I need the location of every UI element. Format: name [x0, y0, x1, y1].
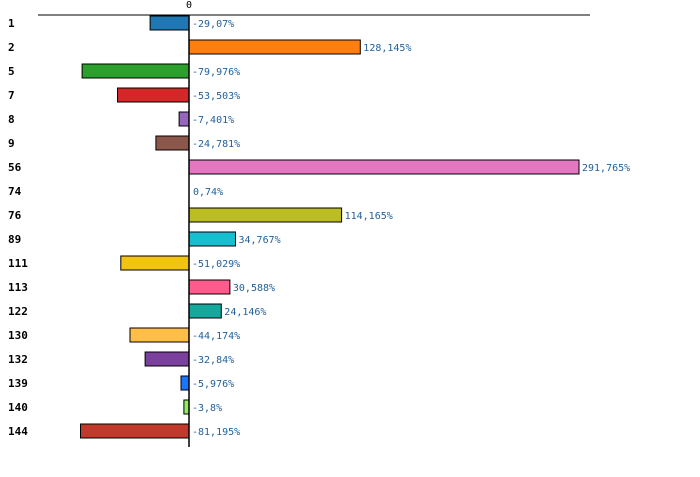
bar-2 [188, 39, 361, 55]
bar-1 [149, 15, 190, 31]
value-label: -53,503% [192, 91, 240, 102]
category-label: 130 [8, 329, 28, 342]
category-label: 89 [8, 233, 21, 246]
value-label: -81,195% [192, 427, 240, 438]
tick-label-0: 0 [186, 0, 192, 11]
value-label: -79,976% [192, 67, 240, 78]
bar-140 [183, 399, 190, 415]
category-label: 132 [8, 353, 28, 366]
category-label: 8 [8, 113, 15, 126]
category-label: 76 [8, 209, 22, 222]
value-label: 30,588% [233, 283, 275, 294]
bar-111 [120, 255, 190, 271]
bar-130 [129, 327, 190, 343]
bar-5 [81, 63, 190, 79]
bar-113 [188, 279, 231, 295]
value-label: -44,174% [192, 331, 240, 342]
category-label: 1 [8, 17, 15, 30]
value-label: 24,146% [224, 307, 266, 318]
value-label: 128,145% [363, 43, 411, 54]
category-label: 144 [8, 425, 28, 438]
category-label: 74 [8, 185, 22, 198]
category-label: 56 [8, 161, 22, 174]
category-label: 2 [8, 41, 15, 54]
value-label: 0,74% [193, 187, 223, 198]
bar-8 [178, 111, 190, 127]
category-label: 111 [8, 257, 28, 270]
value-label: -51,029% [192, 259, 240, 270]
axis-layer: 0 [38, 0, 590, 447]
bars-layer [80, 15, 580, 439]
category-label: 113 [8, 281, 28, 294]
bar-122 [188, 303, 222, 319]
category-label: 122 [8, 305, 28, 318]
category-label: 7 [8, 89, 15, 102]
value-label: -3,8% [192, 403, 222, 414]
labels-layer: 1 -29,07% 2 128,145% 5 -79,976% 7 -53,503% 8 -7,4… [8, 17, 630, 438]
category-label: 5 [8, 65, 15, 78]
bar-139 [180, 375, 190, 391]
bar-132 [144, 351, 190, 367]
bar-56 [188, 159, 580, 175]
bar-144 [80, 423, 190, 439]
value-label: 114,165% [345, 211, 393, 222]
value-label: -24,781% [192, 139, 240, 150]
category-label: 140 [8, 401, 28, 414]
value-label: -29,07% [192, 19, 234, 30]
value-label: 291,765% [582, 163, 630, 174]
value-label: -32,84% [192, 355, 234, 366]
value-label: -5,976% [192, 379, 234, 390]
value-label: -7,401% [192, 115, 234, 126]
bar-9 [155, 135, 190, 151]
category-label: 139 [8, 377, 28, 390]
value-label: 34,767% [239, 235, 281, 246]
category-label: 9 [8, 137, 15, 150]
bar-7 [117, 87, 190, 103]
bar-89 [188, 231, 236, 247]
bar-76 [188, 207, 343, 223]
